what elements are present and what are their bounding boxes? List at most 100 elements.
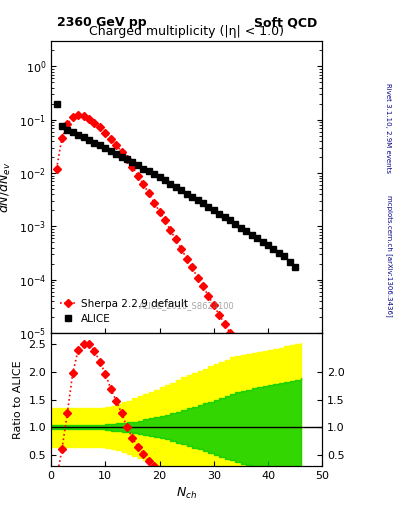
ALICE: [103, 145, 108, 152]
Sherpa 2.2.9 default: [190, 264, 195, 270]
Text: mcplots.cern.ch [arXiv:1306.3436]: mcplots.cern.ch [arXiv:1306.3436]: [386, 195, 393, 317]
Text: ALICE_2010_S8624100: ALICE_2010_S8624100: [139, 301, 235, 310]
ALICE: [184, 190, 189, 197]
Sherpa 2.2.9 default: [244, 357, 249, 364]
Sherpa 2.2.9 default: [87, 116, 92, 122]
ALICE: [125, 156, 129, 162]
Sherpa 2.2.9 default: [179, 246, 184, 252]
ALICE: [277, 250, 281, 256]
ALICE: [81, 134, 86, 140]
ALICE: [200, 200, 205, 206]
ALICE: [260, 239, 265, 245]
ALICE: [217, 211, 222, 217]
ALICE: [287, 259, 292, 265]
Sherpa 2.2.9 default: [184, 255, 189, 262]
Sherpa 2.2.9 default: [271, 402, 276, 409]
ALICE: [190, 194, 195, 200]
Sherpa 2.2.9 default: [81, 113, 86, 119]
ALICE: [173, 184, 178, 190]
ALICE: [271, 246, 276, 252]
Sherpa 2.2.9 default: [277, 411, 281, 417]
Sherpa 2.2.9 default: [76, 112, 81, 118]
ALICE: [92, 140, 97, 146]
ALICE: [114, 151, 119, 157]
ALICE: [228, 217, 232, 223]
Sherpa 2.2.9 default: [260, 385, 265, 391]
ALICE: [163, 177, 167, 183]
Sherpa 2.2.9 default: [173, 237, 178, 243]
ALICE: [130, 159, 135, 165]
Sherpa 2.2.9 default: [200, 283, 205, 289]
Sherpa 2.2.9 default: [70, 114, 75, 120]
Sherpa 2.2.9 default: [233, 339, 238, 345]
Sherpa 2.2.9 default: [293, 438, 298, 444]
Title: Charged multiplicity (|η| < 1.0): Charged multiplicity (|η| < 1.0): [89, 26, 284, 38]
Sherpa 2.2.9 default: [287, 429, 292, 435]
Sherpa 2.2.9 default: [228, 330, 232, 336]
Sherpa 2.2.9 default: [119, 149, 124, 155]
ALICE: [233, 221, 238, 227]
Legend: Sherpa 2.2.9 default, ALICE: Sherpa 2.2.9 default, ALICE: [56, 294, 193, 328]
ALICE: [119, 154, 124, 160]
ALICE: [255, 235, 259, 241]
Sherpa 2.2.9 default: [65, 121, 70, 127]
Sherpa 2.2.9 default: [250, 366, 254, 372]
ALICE: [250, 231, 254, 238]
Y-axis label: $dN/dN_{ev}$: $dN/dN_{ev}$: [0, 161, 13, 213]
ALICE: [87, 137, 92, 143]
ALICE: [266, 242, 270, 248]
Text: Rivet 3.1.10, 2.9M events: Rivet 3.1.10, 2.9M events: [385, 83, 391, 173]
ALICE: [157, 175, 162, 181]
Sherpa 2.2.9 default: [103, 130, 108, 136]
Sherpa 2.2.9 default: [195, 274, 200, 281]
ALICE: [70, 130, 75, 136]
ALICE: [108, 148, 113, 154]
Text: 2360 GeV pp: 2360 GeV pp: [57, 16, 146, 29]
Sherpa 2.2.9 default: [130, 164, 135, 170]
Sherpa 2.2.9 default: [108, 136, 113, 142]
Sherpa 2.2.9 default: [255, 376, 259, 382]
Sherpa 2.2.9 default: [298, 446, 303, 453]
Text: Soft QCD: Soft QCD: [253, 16, 317, 29]
Sherpa 2.2.9 default: [206, 293, 211, 299]
Sherpa 2.2.9 default: [92, 120, 97, 126]
ALICE: [54, 101, 59, 107]
ALICE: [222, 214, 227, 220]
Sherpa 2.2.9 default: [222, 321, 227, 327]
Sherpa 2.2.9 default: [152, 200, 156, 206]
Sherpa 2.2.9 default: [136, 173, 140, 179]
Sherpa 2.2.9 default: [97, 124, 102, 131]
Sherpa 2.2.9 default: [157, 208, 162, 215]
ALICE: [168, 181, 173, 187]
Line: ALICE: ALICE: [53, 100, 299, 271]
Sherpa 2.2.9 default: [217, 312, 222, 318]
ALICE: [293, 264, 298, 270]
Line: Sherpa 2.2.9 default: Sherpa 2.2.9 default: [54, 112, 314, 471]
Sherpa 2.2.9 default: [304, 455, 309, 461]
Sherpa 2.2.9 default: [146, 190, 151, 196]
ALICE: [206, 204, 211, 210]
ALICE: [60, 123, 64, 130]
ALICE: [136, 162, 140, 168]
ALICE: [76, 132, 81, 138]
X-axis label: $N_{ch}$: $N_{ch}$: [176, 486, 197, 501]
ALICE: [141, 166, 146, 172]
ALICE: [244, 228, 249, 234]
Sherpa 2.2.9 default: [54, 166, 59, 172]
Sherpa 2.2.9 default: [309, 464, 314, 471]
ALICE: [146, 168, 151, 174]
Sherpa 2.2.9 default: [168, 227, 173, 233]
Sherpa 2.2.9 default: [163, 217, 167, 223]
ALICE: [179, 187, 184, 193]
Sherpa 2.2.9 default: [141, 181, 146, 187]
ALICE: [211, 207, 216, 214]
Sherpa 2.2.9 default: [211, 303, 216, 309]
Sherpa 2.2.9 default: [114, 142, 119, 148]
Sherpa 2.2.9 default: [239, 348, 243, 354]
Sherpa 2.2.9 default: [125, 156, 129, 162]
ALICE: [195, 197, 200, 203]
ALICE: [152, 171, 156, 177]
ALICE: [239, 225, 243, 231]
Sherpa 2.2.9 default: [266, 393, 270, 399]
Sherpa 2.2.9 default: [282, 421, 286, 427]
